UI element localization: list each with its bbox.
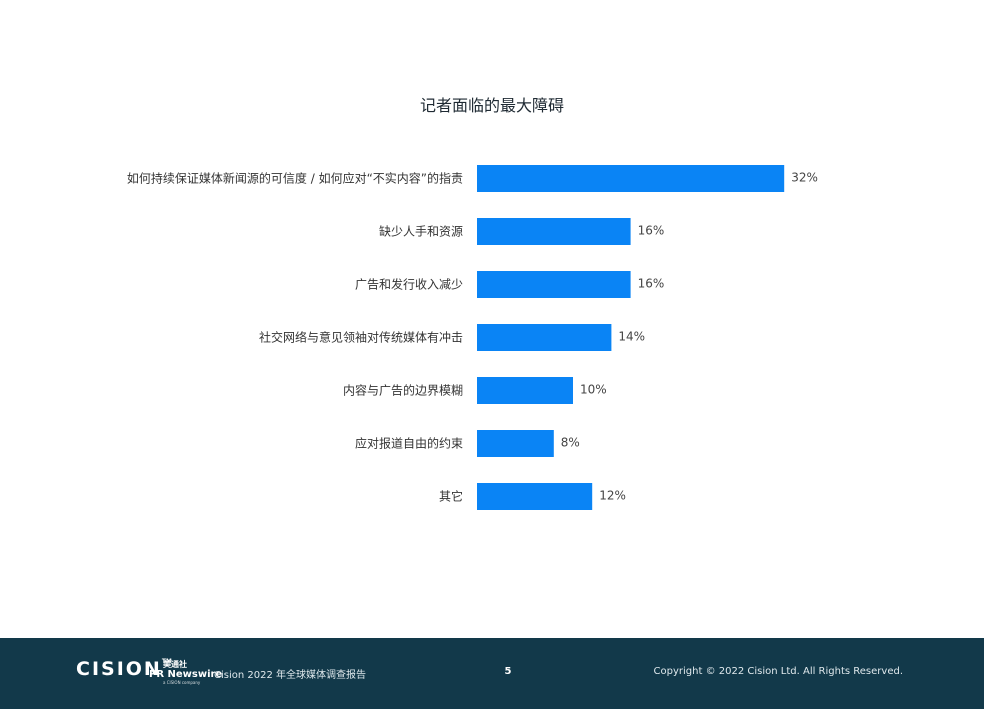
bar	[477, 324, 612, 351]
category-label: 社交网络与意见领袖对传统媒体有冲击	[259, 330, 463, 345]
prn-logo-chinese: 美通社	[163, 660, 187, 669]
value-label: 32%	[791, 171, 818, 185]
value-label: 14%	[618, 330, 645, 344]
pr-newswire-logo: 美通社 PR Newswire a CISION company	[149, 660, 222, 685]
bar-chart: 如何持续保证媒体新闻源的可信度 / 如何应对“不实内容”的指责 32% 缺少人手和资…	[127, 165, 818, 510]
category-label: 缺少人手和资源	[379, 224, 463, 239]
page-number: 5	[504, 666, 512, 677]
prn-logo-english: PR Newswire	[149, 669, 223, 680]
copyright: Copyright © 2022 Cision Ltd. All Rights …	[653, 666, 903, 677]
category-label: 如何持续保证媒体新闻源的可信度 / 如何应对“不实内容”的指责	[127, 171, 463, 186]
value-label: 10%	[580, 383, 607, 397]
chart-title: 记者面临的最大障碍	[419, 96, 564, 115]
footer: CISIONTM 美通社 PR Newswire a CISION compan…	[0, 638, 984, 709]
bar	[477, 377, 573, 404]
category-label: 应对报道自由的约束	[355, 436, 463, 451]
prn-logo-subtitle: a CISION company	[163, 680, 201, 685]
value-label: 16%	[638, 277, 665, 291]
bar	[477, 218, 631, 245]
value-label: 8%	[561, 436, 580, 450]
value-label: 16%	[638, 224, 665, 238]
bar	[477, 483, 593, 510]
category-label: 内容与广告的边界模糊	[343, 383, 463, 398]
category-label: 其它	[439, 489, 463, 504]
bar	[477, 165, 785, 192]
bar	[477, 271, 631, 298]
bar	[477, 430, 554, 457]
cision-logo: CISIONTM	[76, 658, 172, 680]
category-label: 广告和发行收入减少	[355, 277, 463, 292]
value-label: 12%	[599, 489, 626, 503]
report-title: Cision 2022 年全球媒体调查报告	[214, 670, 367, 681]
